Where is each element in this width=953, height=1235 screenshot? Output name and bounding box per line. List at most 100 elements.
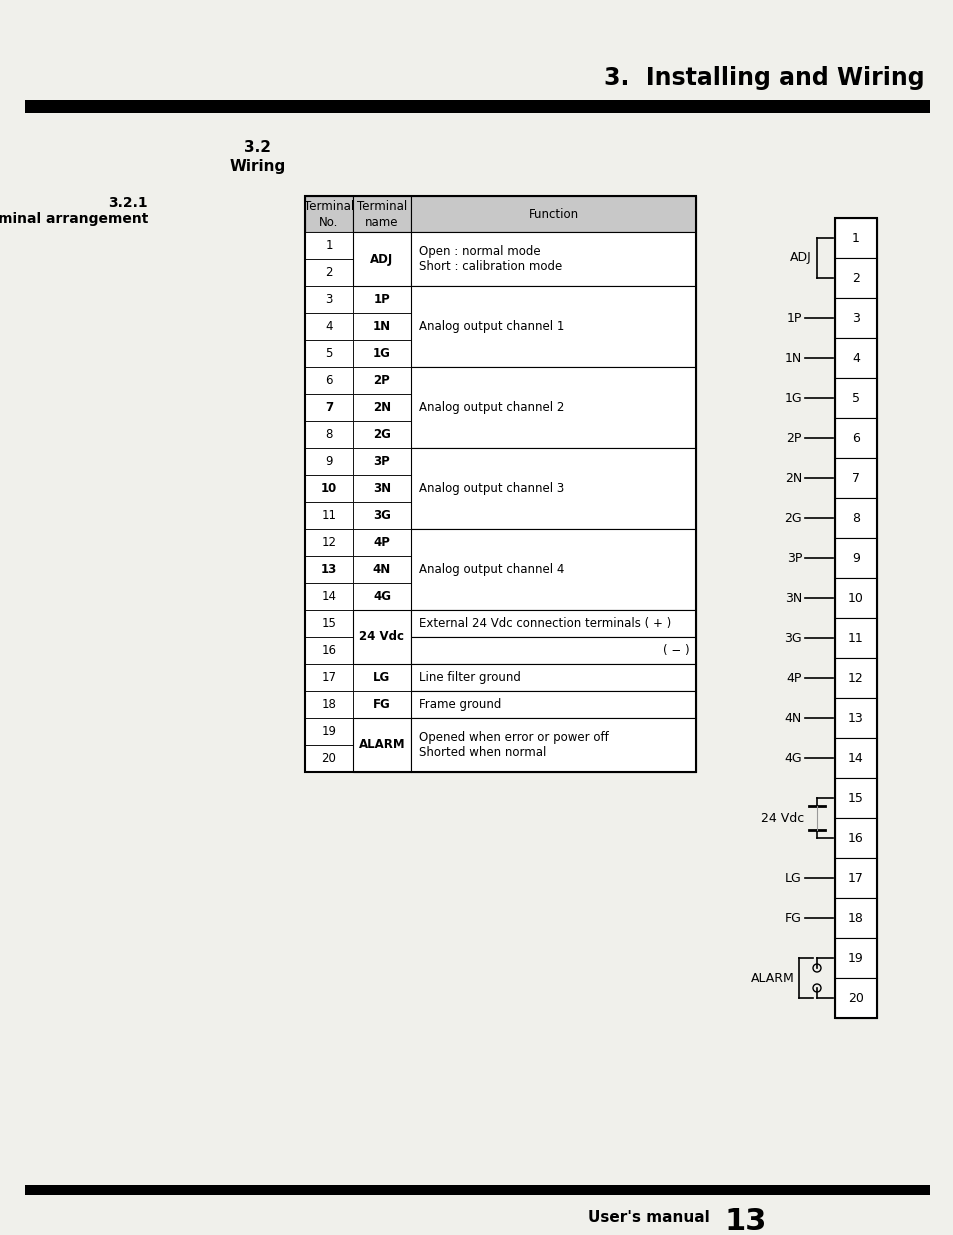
- Bar: [834, 818, 876, 858]
- Text: 19: 19: [321, 725, 336, 739]
- Text: 15: 15: [321, 618, 336, 630]
- Text: 18: 18: [321, 698, 336, 711]
- Bar: [305, 448, 353, 475]
- Bar: [411, 501, 696, 529]
- Text: 2N: 2N: [784, 472, 801, 484]
- Text: 13: 13: [847, 711, 863, 725]
- Text: 11: 11: [321, 509, 336, 522]
- Text: 17: 17: [321, 671, 336, 684]
- Text: 1P: 1P: [374, 293, 390, 306]
- Text: 3G: 3G: [373, 509, 391, 522]
- Text: 4P: 4P: [786, 672, 801, 684]
- Text: Open : normal mode
Short : calibration mode: Open : normal mode Short : calibration m…: [418, 245, 561, 273]
- Bar: [305, 259, 353, 287]
- Text: 10: 10: [847, 592, 863, 604]
- Text: 3: 3: [851, 311, 859, 325]
- Bar: [353, 394, 411, 421]
- Text: LG: LG: [784, 872, 801, 884]
- Text: 4: 4: [851, 352, 859, 364]
- Text: 24 Vdc: 24 Vdc: [760, 811, 803, 825]
- Text: Line filter ground: Line filter ground: [418, 671, 520, 684]
- Text: 3P: 3P: [786, 552, 801, 564]
- Bar: [305, 394, 353, 421]
- Text: 7: 7: [851, 472, 859, 484]
- Bar: [834, 417, 876, 458]
- Text: 14: 14: [321, 590, 336, 603]
- Bar: [834, 219, 876, 258]
- Bar: [353, 196, 411, 232]
- Text: 2N: 2N: [373, 401, 391, 414]
- Bar: [305, 312, 353, 340]
- Bar: [834, 498, 876, 538]
- Bar: [411, 287, 696, 367]
- Bar: [834, 378, 876, 417]
- Text: User's manual: User's manual: [588, 1209, 709, 1224]
- Text: 7: 7: [325, 401, 333, 414]
- Bar: [411, 610, 696, 637]
- Text: 2P: 2P: [374, 374, 390, 387]
- Bar: [411, 664, 696, 692]
- Bar: [305, 637, 353, 664]
- Text: 2: 2: [851, 272, 859, 284]
- Text: 10: 10: [320, 482, 336, 495]
- Bar: [353, 718, 411, 772]
- Bar: [411, 610, 696, 637]
- Bar: [353, 312, 411, 340]
- Bar: [411, 394, 696, 421]
- Text: Analog output channel 1: Analog output channel 1: [418, 320, 564, 333]
- Bar: [834, 258, 876, 298]
- Text: 1: 1: [851, 231, 859, 245]
- Text: 1N: 1N: [373, 320, 391, 333]
- Bar: [411, 259, 696, 287]
- Bar: [411, 664, 696, 692]
- Text: 4N: 4N: [373, 563, 391, 576]
- Bar: [305, 692, 353, 718]
- Bar: [353, 637, 411, 664]
- Text: 1G: 1G: [783, 391, 801, 405]
- Bar: [834, 939, 876, 978]
- Bar: [411, 718, 696, 772]
- Bar: [305, 718, 353, 745]
- Text: Function: Function: [528, 207, 578, 221]
- Bar: [305, 501, 353, 529]
- Text: 24 Vdc: 24 Vdc: [359, 631, 404, 643]
- Bar: [353, 475, 411, 501]
- Text: 9: 9: [325, 454, 333, 468]
- Bar: [305, 529, 353, 556]
- Bar: [353, 610, 411, 664]
- Bar: [353, 692, 411, 718]
- Bar: [305, 232, 353, 259]
- Bar: [353, 287, 411, 312]
- Text: 13: 13: [724, 1207, 766, 1235]
- Bar: [411, 421, 696, 448]
- Bar: [411, 718, 696, 745]
- Text: 8: 8: [325, 429, 333, 441]
- Text: FG: FG: [784, 911, 801, 925]
- Bar: [411, 340, 696, 367]
- Bar: [834, 538, 876, 578]
- Text: Frame ground: Frame ground: [418, 698, 501, 711]
- Text: 3.2
Wiring: 3.2 Wiring: [230, 140, 286, 174]
- Text: 1: 1: [325, 240, 333, 252]
- Bar: [411, 232, 696, 287]
- Text: Terminal
name: Terminal name: [356, 200, 407, 228]
- Text: 15: 15: [847, 792, 863, 804]
- Text: 4G: 4G: [373, 590, 391, 603]
- Text: 11: 11: [847, 631, 863, 645]
- Text: ALARM: ALARM: [750, 972, 794, 984]
- Text: 5: 5: [325, 347, 333, 359]
- Text: 8: 8: [851, 511, 859, 525]
- Bar: [411, 448, 696, 475]
- Bar: [353, 664, 411, 692]
- Bar: [353, 232, 411, 259]
- Text: 3P: 3P: [374, 454, 390, 468]
- Bar: [353, 448, 411, 475]
- Bar: [305, 475, 353, 501]
- Text: Terminal
No.: Terminal No.: [304, 200, 354, 228]
- Text: 4N: 4N: [784, 711, 801, 725]
- Bar: [411, 287, 696, 312]
- Bar: [305, 196, 353, 232]
- Text: 2G: 2G: [373, 429, 391, 441]
- Text: 3N: 3N: [373, 482, 391, 495]
- Text: 14: 14: [847, 752, 863, 764]
